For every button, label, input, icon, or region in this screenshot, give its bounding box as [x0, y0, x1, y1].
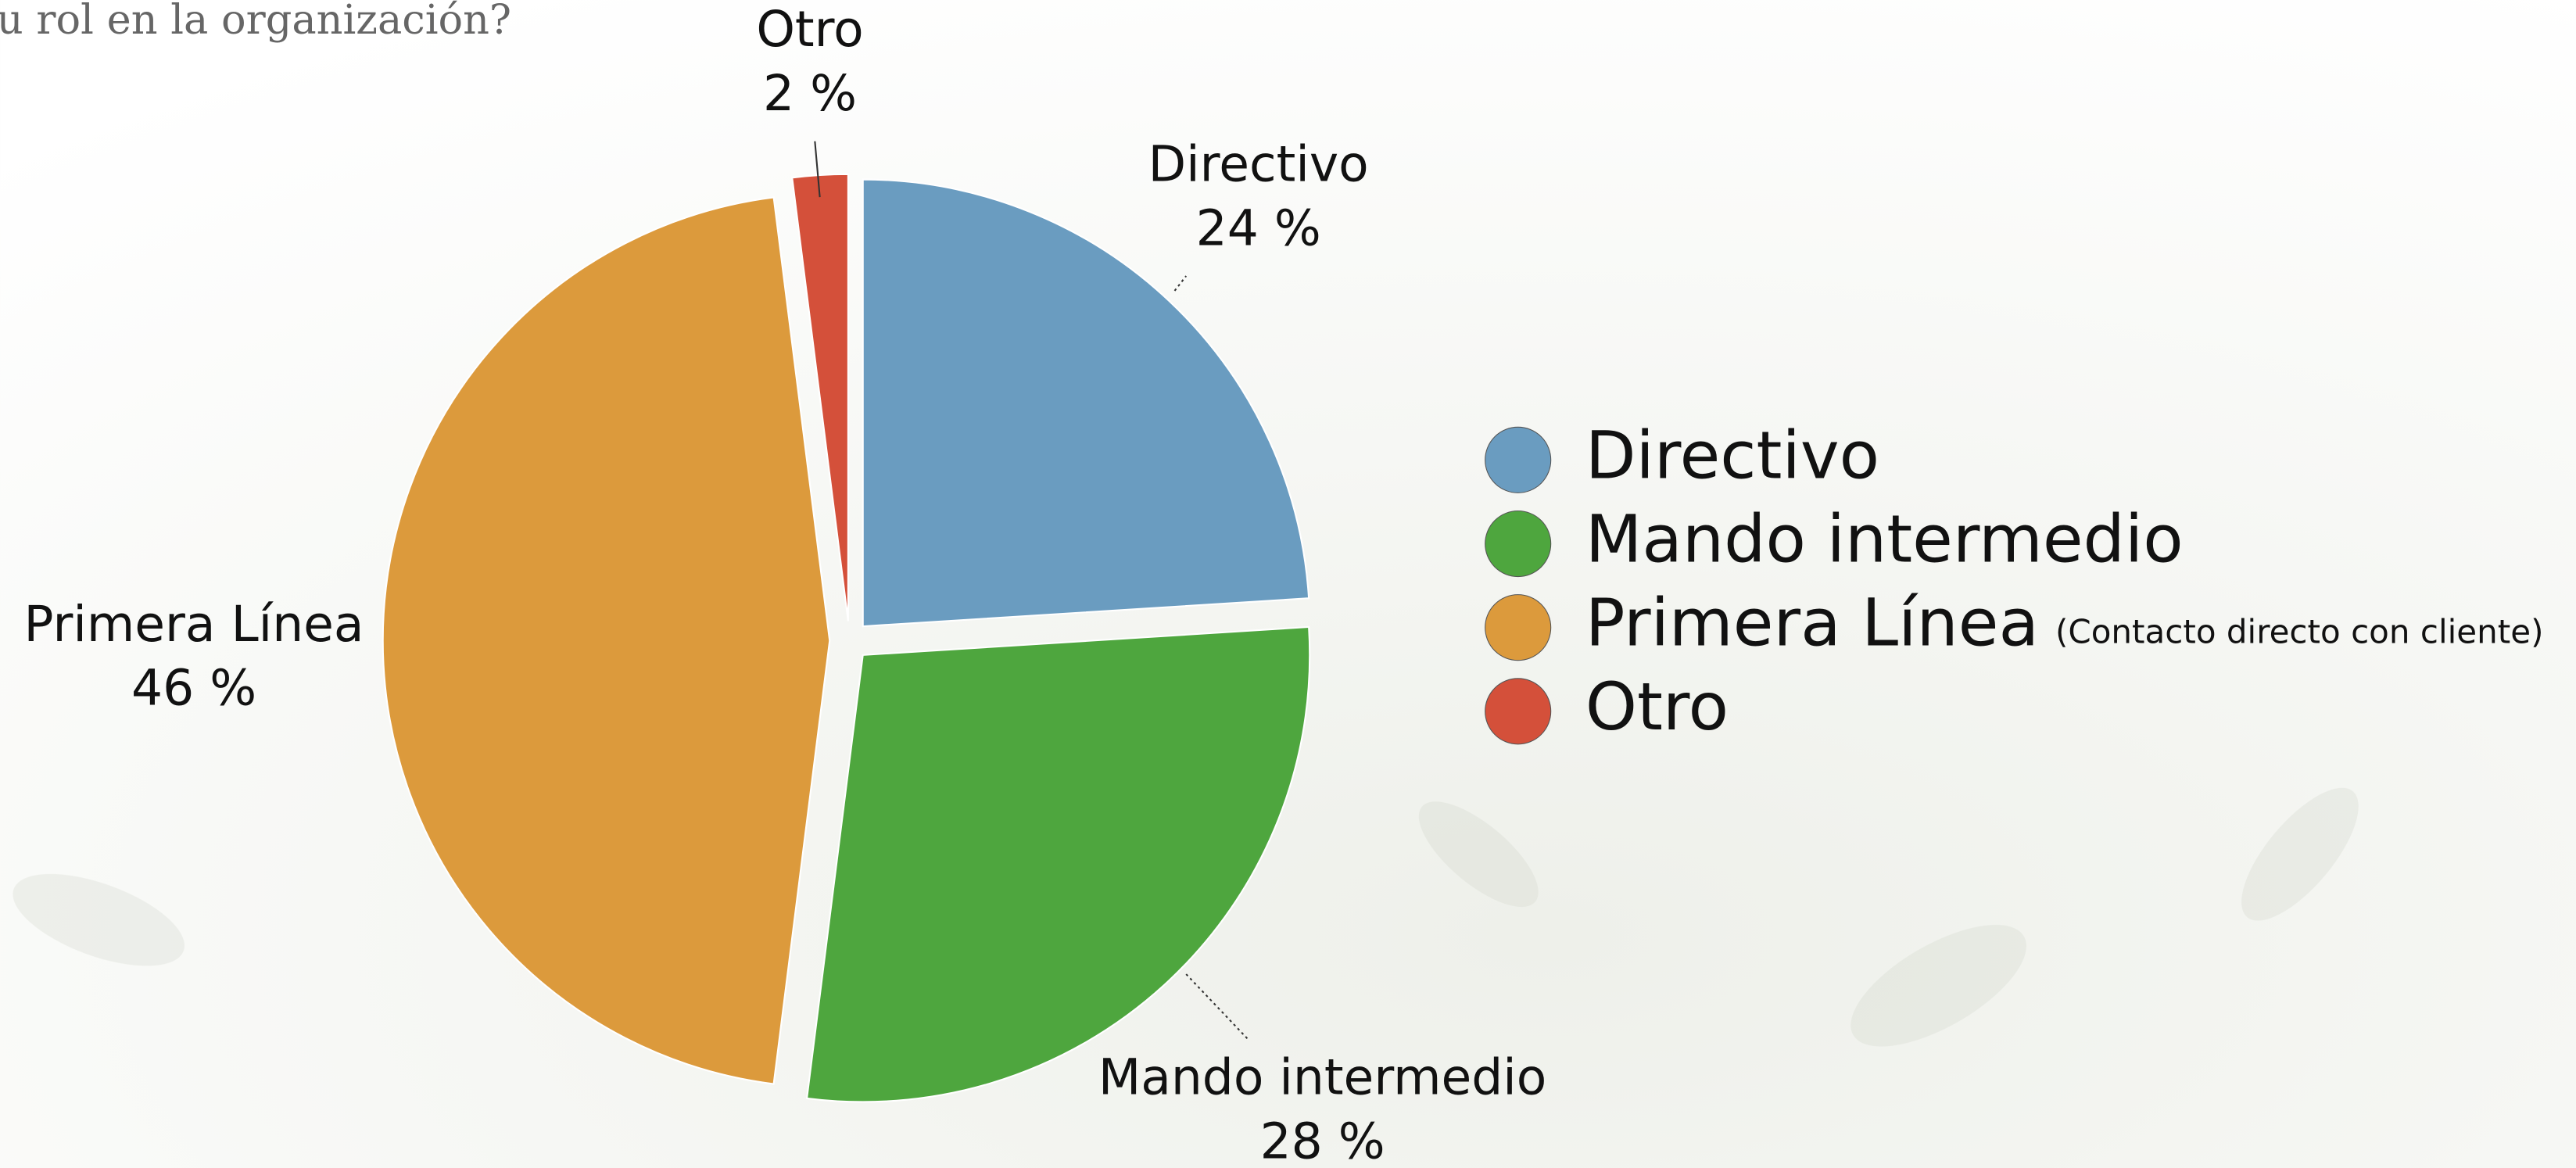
legend-label: Mando intermedio: [1585, 500, 2184, 577]
legend-swatch: [1485, 510, 1552, 578]
slice-value-label: 46 %: [131, 659, 256, 717]
slice-category-label: Otro: [756, 0, 863, 58]
slice-value-label: 2 %: [763, 64, 857, 122]
legend-swatch: [1485, 678, 1552, 745]
slice-value-label: 24 %: [1196, 199, 1321, 256]
pie-slice: [382, 196, 831, 1085]
pie: [382, 173, 1311, 1103]
legend-label: Directivo: [1585, 417, 1879, 493]
chart-title: u rol en la organización?: [0, 0, 511, 44]
legend-label: Primera Línea: [1585, 585, 2039, 661]
slice-value-label: 28 %: [1260, 1112, 1385, 1168]
leader-line: [1185, 973, 1249, 1041]
leaf-decoration: [13, 787, 2359, 1047]
legend-swatch: [1485, 426, 1552, 493]
leader-line: [814, 141, 821, 198]
slice-category-label: Primera Línea: [24, 595, 364, 653]
slice-category-label: Mando intermedio: [1098, 1048, 1546, 1106]
pie-slice: [862, 178, 1310, 628]
legend-note: (Contacto directo con cliente): [2055, 613, 2544, 651]
slice-category-label: Directivo: [1148, 134, 1369, 192]
legend-swatch: [1485, 594, 1552, 661]
pie-slice: [791, 173, 849, 622]
pie-slice: [805, 625, 1311, 1103]
legend-label: Otro: [1585, 668, 1729, 745]
